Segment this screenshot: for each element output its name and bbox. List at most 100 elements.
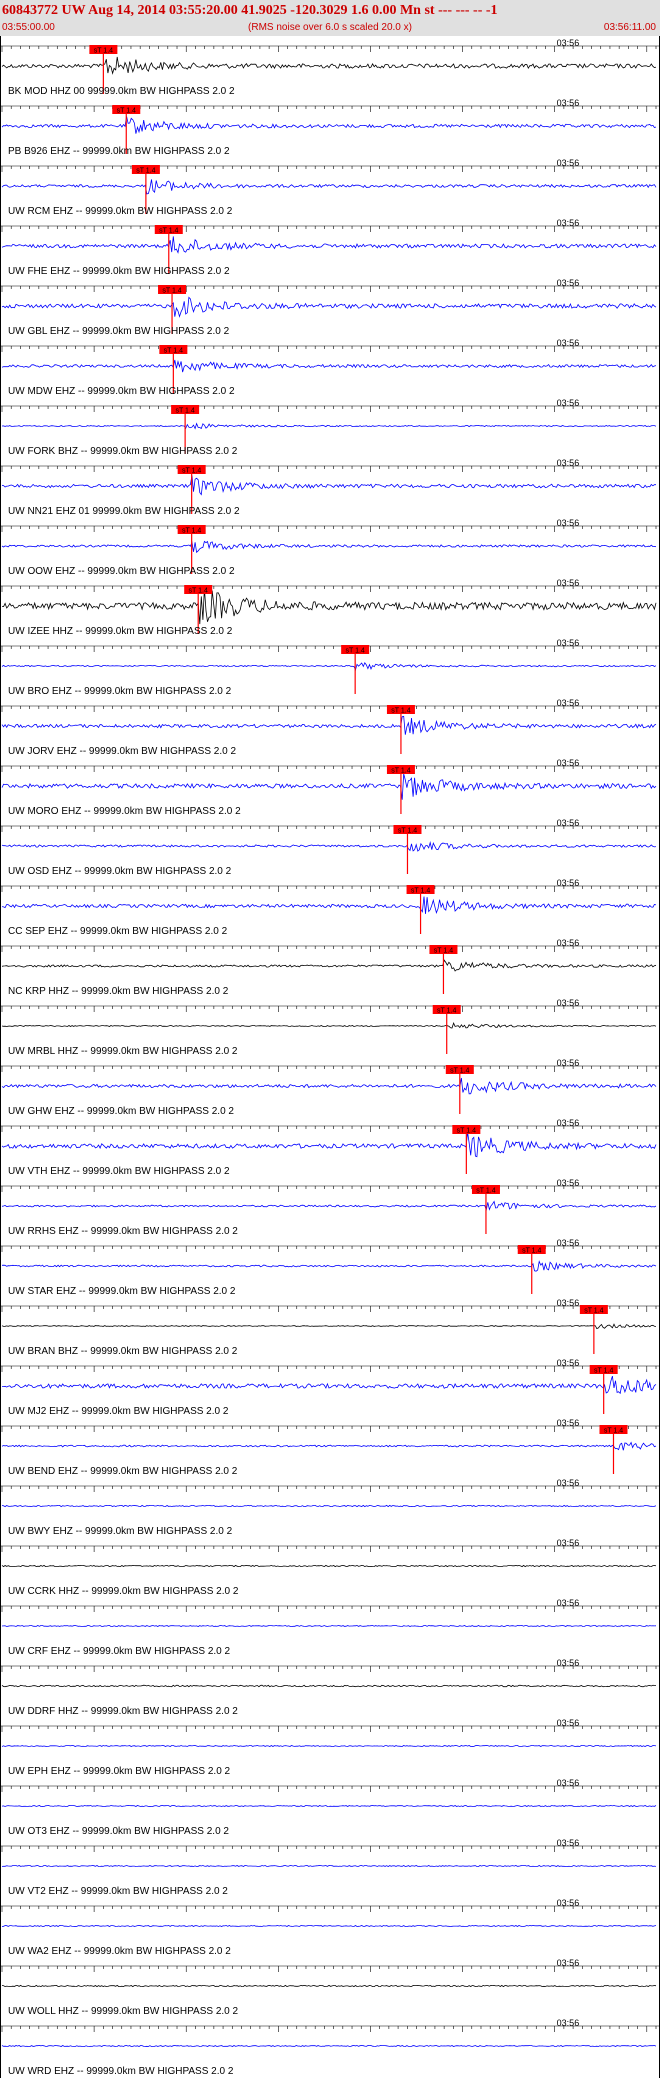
pick-flag bbox=[177, 465, 206, 474]
pick-flag bbox=[158, 285, 187, 294]
trace-panel: 03:56 sT 1.4 UW MDW EHZ -- 99999.0km BW HI… bbox=[0, 338, 660, 397]
minute-label: 03:56 bbox=[557, 1778, 580, 1788]
waveform bbox=[1, 540, 657, 554]
trace-panel: 03:56 sT 1.4 UW FORK BHZ -- 99999.0km BW H… bbox=[0, 398, 660, 457]
pick-flag bbox=[393, 825, 422, 834]
waveform bbox=[1, 1865, 657, 1867]
trace-label: UW WOLL HHZ -- 99999.0km BW HIGHPASS 2.0… bbox=[8, 2006, 238, 2017]
trace-label: UW CRF EHZ -- 99999.0km BW HIGHPASS 2.0 … bbox=[8, 1646, 231, 1657]
waveform bbox=[1, 588, 657, 625]
trace-label: UW OT3 EHZ -- 99999.0km BW HIGHPASS 2.0 … bbox=[8, 1826, 229, 1837]
pick-label: sT 1.4 bbox=[476, 1188, 495, 1195]
waveform bbox=[1, 1021, 657, 1029]
trace-panel: 03:56 sT 1.4 UW IZEE HHZ -- 99999.0km BW H… bbox=[0, 578, 660, 637]
minute-label: 03:56 bbox=[557, 638, 580, 648]
minute-label: 03:56 bbox=[557, 1658, 580, 1668]
waveform bbox=[1, 1625, 657, 1627]
minute-label: 03:56 bbox=[557, 1838, 580, 1848]
waveform bbox=[1, 1745, 657, 1747]
pick-flag bbox=[445, 1065, 474, 1074]
waveform bbox=[1, 896, 657, 915]
trace-label: UW RCM EHZ -- 99999.0km BW HIGHPASS 2.0 … bbox=[8, 206, 233, 217]
pick-flag bbox=[406, 885, 435, 894]
pick-flag bbox=[154, 225, 183, 234]
pick-flag bbox=[386, 705, 415, 714]
minute-label: 03:56 bbox=[557, 1898, 580, 1908]
trace-panel: 03:56 sT 1.4 UW BRAN BHZ -- 99999.0km BW H… bbox=[0, 1298, 660, 1357]
trace-label: BK MOD HHZ 00 99999.0km BW HIGHPASS 2.0 … bbox=[8, 86, 235, 97]
waveform bbox=[1, 1323, 657, 1330]
pick-flag bbox=[112, 105, 141, 114]
waveform bbox=[1, 1132, 657, 1158]
trace-panel: 03:56 sT 1.4 UW BEND EHZ -- 99999.0km BW H… bbox=[0, 1418, 660, 1477]
trace-label: UW DDRF HHZ -- 99999.0km BW HIGHPASS 2.0… bbox=[8, 1706, 238, 1717]
waveform bbox=[1, 475, 656, 496]
trace-label: UW VTH EHZ -- 99999.0km BW HIGHPASS 2.0 … bbox=[8, 1166, 230, 1177]
waveform bbox=[1, 1805, 657, 1807]
pick-label: sT 1.4 bbox=[136, 168, 155, 175]
pick-flag bbox=[589, 1365, 618, 1374]
trace-label: UW WRD EHZ -- 99999.0km BW HIGHPASS 2.0 … bbox=[8, 2066, 234, 2077]
trace-panel: 03:56 sT 1.4 PB B926 EHZ -- 99999.0km BW H… bbox=[0, 98, 660, 157]
trace-label: UW BEND EHZ -- 99999.0km BW HIGHPASS 2.0… bbox=[8, 1466, 238, 1477]
trace-label: UW RRHS EHZ -- 99999.0km BW HIGHPASS 2.0… bbox=[8, 1226, 238, 1237]
pick-flag bbox=[452, 1125, 481, 1134]
minute-label: 03:56 bbox=[557, 458, 580, 468]
trace-label: UW CCRK HHZ -- 99999.0km BW HIGHPASS 2.0… bbox=[8, 1586, 239, 1597]
pick-label: sT 1.4 bbox=[189, 588, 208, 595]
pick-flag bbox=[177, 525, 206, 534]
pick-flag bbox=[432, 1005, 461, 1014]
waveform bbox=[1, 1684, 657, 1688]
trace-panel: 03:56 UW CCRK HHZ -- 99999.0km BW HIGHPAS… bbox=[0, 1538, 660, 1597]
trace-panel: 03:56 sT 1.4 UW RCM EHZ -- 99999.0km BW HI… bbox=[0, 158, 660, 217]
waveform bbox=[1, 1200, 657, 1212]
pick-label: sT 1.4 bbox=[594, 1368, 613, 1375]
trace-panel: 03:56 UW WOLL HHZ -- 99999.0km BW HIGHPAS… bbox=[0, 1958, 660, 2017]
waveform bbox=[1, 1504, 657, 1508]
minute-label: 03:56 bbox=[557, 38, 580, 48]
trace-label: UW MORO EHZ -- 99999.0km BW HIGHPASS 2.0… bbox=[8, 806, 241, 817]
trace-label: UW OSD EHZ -- 99999.0km BW HIGHPASS 2.0 … bbox=[8, 866, 232, 877]
pick-flag bbox=[517, 1245, 546, 1254]
trace-panel: 03:56 sT 1.4 UW BRO EHZ -- 99999.0km BW HI… bbox=[0, 638, 660, 697]
waveform bbox=[1, 661, 657, 671]
trace-panel: 03:56 sT 1.4 UW MRBL HHZ -- 99999.0km BW H… bbox=[0, 998, 660, 1057]
trace-label: UW OOW EHZ -- 99999.0km BW HIGHPASS 2.0 … bbox=[8, 566, 235, 577]
pick-label: sT 1.4 bbox=[162, 288, 181, 295]
trace-panel: 03:56 UW BWY EHZ -- 99999.0km BW HIGHPASS… bbox=[0, 1478, 660, 1537]
pick-label: sT 1.4 bbox=[522, 1248, 541, 1255]
minute-label: 03:56 bbox=[557, 278, 580, 288]
trace-panel: 03:56 sT 1.4 UW GHW EHZ -- 99999.0km BW HI… bbox=[0, 1058, 660, 1117]
pick-label: sT 1.4 bbox=[411, 888, 430, 895]
trace-label: UW MRBL HHZ -- 99999.0km BW HIGHPASS 2.0… bbox=[8, 1046, 238, 1057]
trace-label: UW NN21 EHZ 01 99999.0km BW HIGHPASS 2.0… bbox=[8, 506, 240, 517]
minute-label: 03:56 bbox=[557, 938, 580, 948]
trace-label: UW GHW EHZ -- 99999.0km BW HIGHPASS 2.0 … bbox=[8, 1106, 234, 1117]
end-time: 03:56:11.00 bbox=[604, 22, 657, 33]
pick-label: sT 1.4 bbox=[117, 108, 136, 115]
pick-label: sT 1.4 bbox=[398, 828, 417, 835]
trace-label: CC SEP EHZ -- 99999.0km BW HIGHPASS 2.0 … bbox=[8, 926, 228, 937]
trace-label: UW FORK BHZ -- 99999.0km BW HIGHPASS 2.0… bbox=[8, 446, 238, 457]
pick-label: sT 1.4 bbox=[159, 228, 178, 235]
waveform bbox=[1, 1564, 657, 1568]
pick-label: sT 1.4 bbox=[584, 1308, 603, 1315]
trace-panel: 03:56 UW WA2 EHZ -- 99999.0km BW HIGHPASS… bbox=[0, 1898, 660, 1957]
waveform bbox=[2, 1375, 657, 1395]
minute-label: 03:56 bbox=[557, 338, 580, 348]
waveform bbox=[1, 116, 657, 134]
trace-panel: 03:56 sT 1.4 UW OOW EHZ -- 99999.0km BW HI… bbox=[0, 518, 660, 577]
traces-group: 03:56 sT 1.4 BK MOD HHZ 00 99999.0km BW HI… bbox=[0, 38, 660, 2077]
trace-label: UW IZEE HHZ -- 99999.0km BW HIGHPASS 2.0… bbox=[8, 626, 233, 637]
pick-label: sT 1.4 bbox=[94, 48, 113, 55]
pick-flag bbox=[386, 765, 415, 774]
pick-label: sT 1.4 bbox=[391, 768, 410, 775]
waveform bbox=[1, 236, 657, 254]
trace-label: UW BRO EHZ -- 99999.0km BW HIGHPASS 2.0 … bbox=[8, 686, 232, 697]
pick-label: sT 1.4 bbox=[604, 1428, 623, 1435]
trace-panel: 03:56 sT 1.4 UW RRHS EHZ -- 99999.0km BW H… bbox=[0, 1178, 660, 1237]
trace-panel: 03:56 UW VT2 EHZ -- 99999.0km BW HIGHPASS… bbox=[0, 1838, 660, 1897]
